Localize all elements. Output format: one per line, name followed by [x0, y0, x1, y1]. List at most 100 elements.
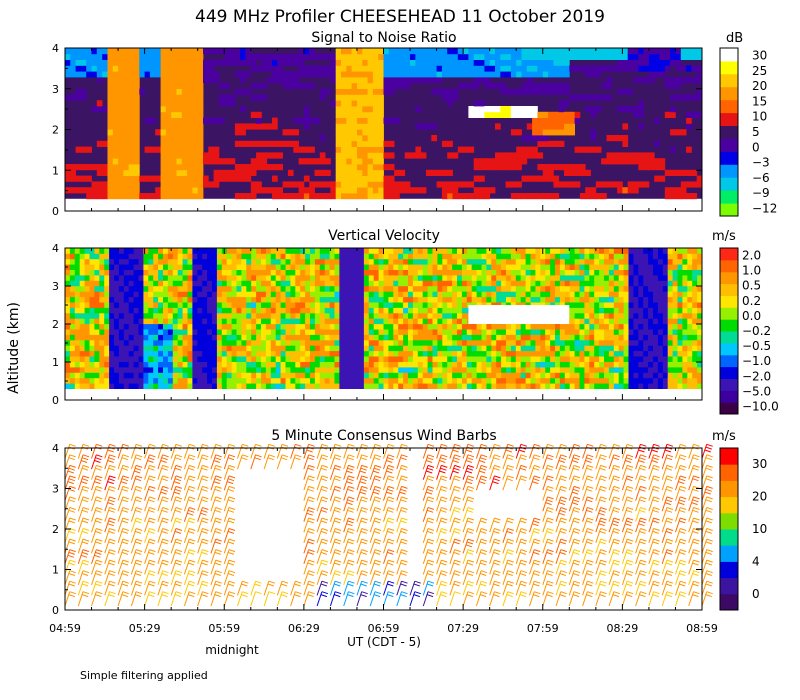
vv-cell	[628, 361, 634, 368]
vv-cell	[344, 291, 350, 298]
vv-cell	[515, 269, 522, 276]
vv-cell	[324, 258, 330, 265]
snr-cell	[468, 146, 475, 153]
snr-cell	[123, 77, 130, 84]
vv-cell	[569, 339, 575, 346]
vv-cell	[398, 377, 404, 384]
vertical-velocity-heatmap	[65, 248, 703, 389]
vv-cell	[334, 323, 340, 330]
vv-cell	[662, 275, 669, 281]
snr-cell	[282, 181, 289, 188]
vv-cell	[432, 253, 438, 260]
snr-cell	[134, 111, 140, 118]
vv-cell	[682, 269, 688, 276]
snr-cell	[526, 71, 533, 78]
vv-cell	[613, 383, 620, 389]
snr-cell	[378, 106, 384, 113]
snr-cell	[335, 59, 342, 66]
vv-cell	[599, 334, 605, 341]
snr-cell	[622, 140, 629, 147]
snr-cell	[118, 146, 124, 153]
vv-cell	[417, 307, 424, 314]
vv-cell	[207, 329, 213, 335]
vv-cell	[525, 323, 531, 330]
vv-cell	[354, 356, 360, 362]
vv-cell	[594, 285, 600, 292]
vv-cell	[359, 285, 365, 292]
vv-cell	[329, 264, 335, 270]
vv-cell	[212, 377, 218, 384]
snr-cell	[107, 135, 114, 142]
snr-cell	[335, 48, 342, 55]
vv-cell	[138, 372, 144, 379]
snr-cell	[256, 140, 262, 147]
vv-cell	[99, 275, 105, 281]
snr-cell	[378, 187, 384, 194]
vv-cell	[662, 329, 669, 335]
vv-cell	[403, 372, 409, 379]
vv-cell	[300, 339, 306, 346]
snr-cell	[160, 94, 167, 101]
vv-cell	[574, 312, 580, 319]
vv-cell	[540, 280, 546, 287]
vv-cell	[569, 248, 575, 254]
vv-cell	[84, 377, 90, 384]
vv-cell	[359, 264, 365, 270]
vv-cell	[256, 258, 262, 265]
vv-cell	[334, 275, 340, 281]
vv-cell	[633, 350, 639, 357]
vv-cell	[662, 372, 669, 379]
vv-cell	[613, 339, 620, 346]
snr-cell	[112, 65, 119, 72]
vv-cell	[555, 383, 561, 389]
snr-cell	[346, 77, 352, 84]
snr-cell	[484, 158, 491, 165]
vv-cell	[599, 339, 605, 346]
vv-cell	[158, 377, 164, 384]
snr-cell	[118, 193, 124, 200]
vv-cell	[608, 339, 615, 346]
vv-cell	[427, 291, 433, 298]
vv-cell	[334, 350, 340, 357]
vv-cell	[69, 307, 76, 314]
snr-cell	[378, 164, 384, 171]
vv-cell	[383, 291, 389, 298]
vv-cell	[153, 383, 159, 389]
snr-cell	[362, 106, 368, 113]
vv-cell	[496, 275, 502, 281]
snr-cell	[617, 88, 623, 95]
vv-cell	[559, 361, 566, 368]
snr-cell	[357, 129, 363, 136]
snr-cell	[542, 129, 549, 136]
vv-cell	[265, 275, 272, 281]
vv-cell	[638, 275, 644, 281]
vv-cell	[324, 356, 330, 362]
vv-cell	[432, 312, 438, 319]
snr-cell	[638, 152, 644, 159]
snr-cell	[234, 48, 241, 55]
snr-cell	[378, 146, 384, 153]
snr-cell	[155, 175, 161, 182]
vv-cell	[114, 285, 120, 292]
vv-cell	[251, 307, 257, 314]
vv-cell	[172, 339, 179, 346]
snr-cell	[229, 175, 236, 182]
vv-cell	[662, 361, 669, 368]
vv-cell	[251, 367, 257, 373]
vv-cell	[403, 302, 409, 308]
vv-cell	[104, 296, 110, 303]
vv-cell	[246, 269, 252, 276]
snr-cell	[197, 140, 204, 147]
vv-cell	[461, 372, 468, 379]
vv-cell	[564, 285, 571, 292]
snr-cell	[240, 77, 246, 84]
vv-cell	[633, 258, 639, 265]
snr-cell	[574, 169, 581, 176]
snr-cell	[187, 53, 193, 60]
vv-cell	[540, 258, 546, 265]
snr-cell	[128, 53, 135, 60]
vv-cell	[295, 269, 301, 276]
vv-cell	[261, 258, 267, 265]
vv-cell	[192, 356, 198, 362]
vv-cell	[412, 269, 419, 276]
